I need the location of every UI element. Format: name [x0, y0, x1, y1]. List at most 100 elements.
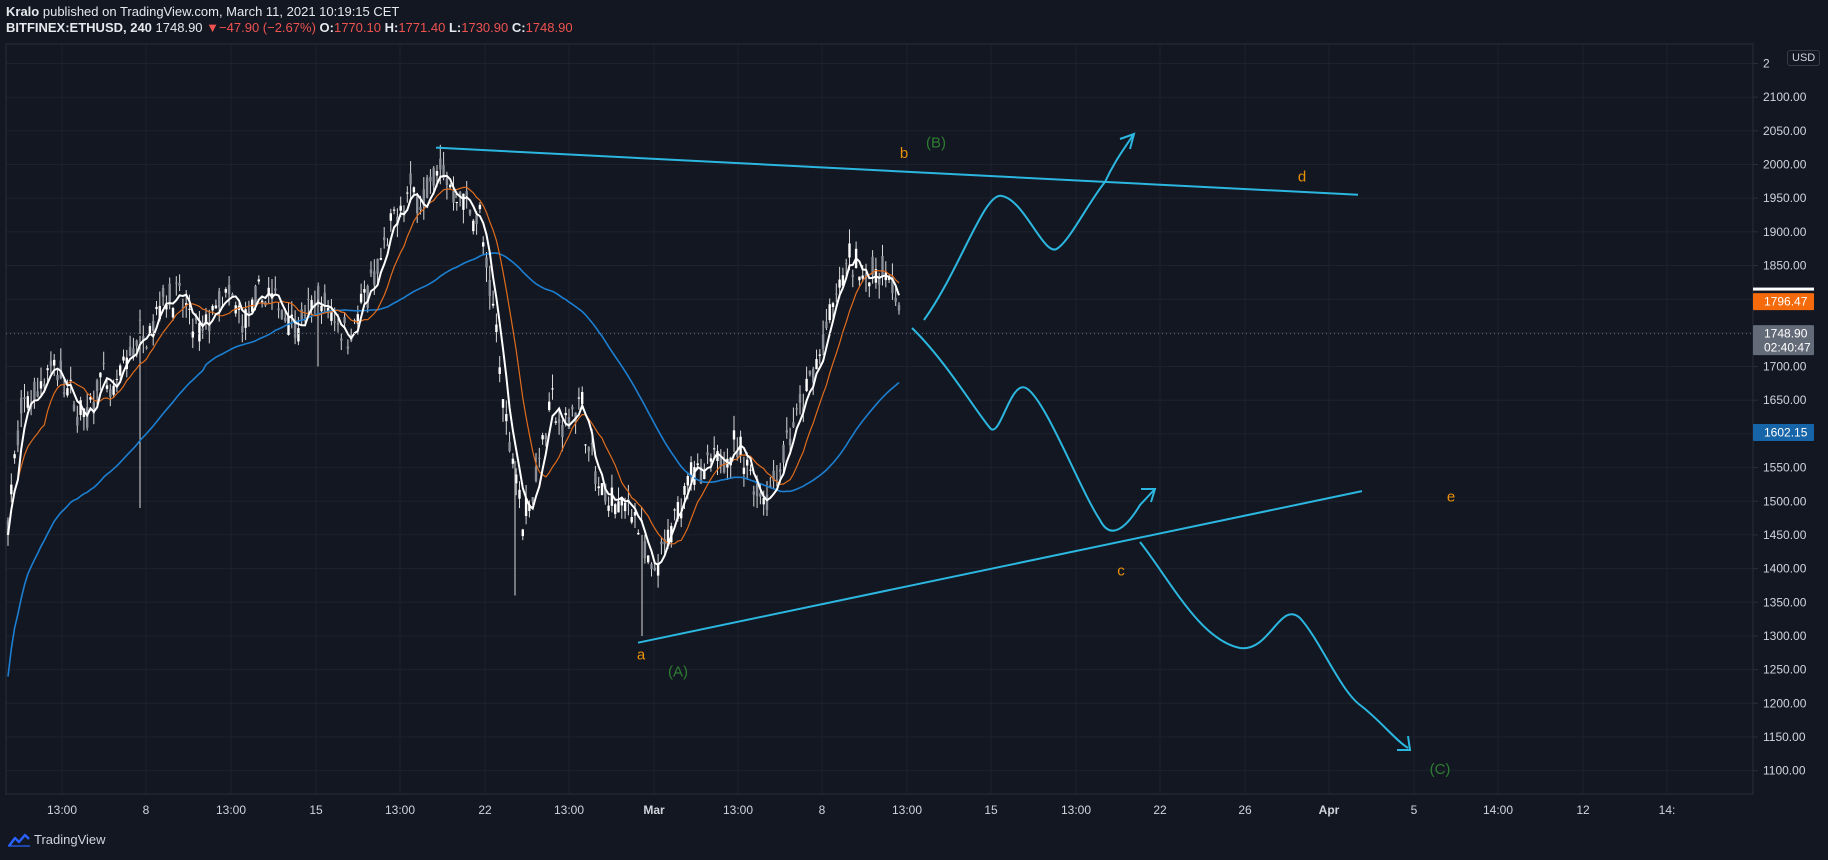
candle-body — [181, 307, 185, 309]
candle-body — [485, 257, 488, 268]
candle-body — [340, 338, 343, 341]
candle-body — [584, 444, 587, 446]
time-axis[interactable]: 13:00 8 13:00 15 13:00 22 13:00 Mar 13:00 8 13:00 1… — [47, 803, 1675, 817]
y-tick-label: 1250.00 — [1763, 663, 1807, 677]
candle-body — [557, 419, 561, 423]
candle-body — [703, 470, 706, 480]
candle-body — [168, 283, 171, 305]
y-tick-label: 2000.00 — [1763, 158, 1807, 172]
candle-body — [696, 463, 699, 466]
candle-body — [528, 504, 531, 512]
candle-body — [769, 485, 772, 487]
candle-body — [445, 178, 449, 185]
candle-body — [719, 456, 722, 467]
candle-body — [666, 529, 670, 546]
price-axis[interactable]: 1100.00 1150.00 1200.00 1250.00 1300.00 1350.… — [1753, 56, 1807, 778]
candle-body — [158, 305, 161, 320]
ma-slow-line — [7, 252, 900, 677]
candle-body — [709, 458, 713, 462]
candle-body — [564, 412, 567, 416]
high-label: H: — [384, 20, 399, 35]
candle-body — [115, 378, 119, 380]
candle-body — [825, 321, 828, 329]
candle-body — [821, 333, 825, 349]
candle-body — [284, 317, 287, 322]
candle-body — [713, 448, 716, 450]
bullish-projection — [923, 134, 1134, 321]
candle-body — [392, 209, 396, 211]
y-tick-label: 2050.00 — [1763, 124, 1807, 138]
drawings[interactable] — [435, 132, 1412, 751]
x-tick-label: 12 — [1576, 803, 1590, 817]
candle-body — [214, 305, 218, 309]
candle-body — [369, 269, 373, 274]
moving-averages — [7, 174, 900, 677]
candle-body — [488, 279, 491, 296]
candle-body — [383, 237, 386, 241]
price-badge-bg — [1753, 325, 1814, 356]
candle-body — [128, 346, 132, 356]
candle-body — [165, 304, 168, 310]
candle-body — [109, 389, 112, 397]
candle-body — [541, 435, 544, 440]
symbol-label[interactable]: BITFINEX:ETHUSD, 240 — [6, 20, 152, 35]
candle-body — [808, 370, 812, 375]
candle-body — [86, 407, 89, 428]
author-name[interactable]: Kralo — [6, 4, 40, 19]
y-tick-label: 1300.00 — [1763, 629, 1807, 643]
candle-body — [762, 498, 765, 505]
chart-grid — [6, 44, 1753, 794]
x-tick-label: Mar — [643, 803, 665, 817]
candle-body — [891, 276, 894, 294]
down-arrow-icon: ▼ — [206, 20, 220, 35]
tradingview-brand[interactable]: TradingView — [34, 832, 106, 847]
candle-body — [290, 314, 293, 317]
candle-body — [772, 470, 775, 482]
x-tick-label: 8 — [143, 803, 150, 817]
candle-body — [755, 478, 759, 497]
x-tick-label: 13:00 — [723, 803, 753, 817]
candle-body — [419, 206, 422, 211]
candle-body — [792, 422, 795, 428]
candle-body — [416, 196, 419, 214]
y-tick-label: 1700.00 — [1763, 360, 1807, 374]
candle-body — [333, 321, 336, 323]
candle-body — [765, 494, 769, 510]
candle-body — [135, 340, 138, 346]
candle-body — [46, 368, 49, 371]
candle-body — [505, 414, 508, 422]
ma-fast-line — [7, 174, 900, 566]
candle-body — [188, 308, 191, 310]
candle-body — [310, 300, 313, 310]
candle-body — [534, 466, 538, 482]
x-tick-label: Apr — [1319, 803, 1340, 817]
candle-body — [689, 462, 693, 477]
candle-body — [468, 209, 472, 215]
candle-body — [161, 287, 165, 297]
candle-body — [567, 417, 571, 429]
candle-body — [788, 438, 792, 446]
candle-body — [191, 331, 194, 338]
candle-body — [610, 487, 614, 506]
candle-body — [43, 383, 46, 387]
candle-body — [39, 381, 43, 389]
wave-label: b — [900, 145, 908, 162]
ma-mid-line — [7, 186, 900, 545]
candle-body — [742, 467, 746, 474]
currency-badge[interactable]: USD — [1787, 50, 1821, 66]
price-badge-value: 1748.90 — [1764, 327, 1808, 341]
candle-body — [775, 479, 779, 481]
candle-body — [831, 303, 835, 307]
candle-body — [185, 303, 188, 306]
candle-body — [138, 319, 142, 321]
candle-body — [254, 285, 257, 307]
candle-body — [320, 305, 323, 312]
y-tick-label: 1350.00 — [1763, 595, 1807, 609]
candle-body — [280, 310, 284, 319]
candle-body — [511, 458, 515, 464]
candle-body — [148, 325, 152, 334]
x-tick-label: 13:00 — [385, 803, 415, 817]
wave-labels: a (A) b (B) c d e (C) — [637, 135, 1455, 778]
candle-body — [33, 381, 36, 401]
